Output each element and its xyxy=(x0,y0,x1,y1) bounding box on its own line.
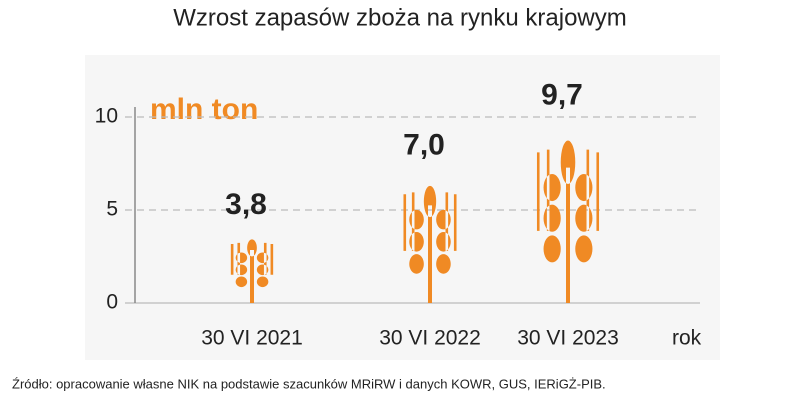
y-tick-label: 0 xyxy=(106,291,118,314)
y-tick-label: 5 xyxy=(106,198,118,221)
wheat-bar xyxy=(230,239,274,303)
x-tick-label: 30 VI 2022 xyxy=(379,327,481,350)
x-axis-label: rok xyxy=(672,327,702,350)
x-tick-label: 30 VI 2023 xyxy=(517,327,619,350)
value-label: 7,0 xyxy=(403,129,445,162)
value-label: 9,7 xyxy=(541,79,583,112)
wheat-bar xyxy=(403,185,457,303)
plot-background xyxy=(85,55,720,360)
y-tick-label: 10 xyxy=(95,105,118,128)
chart-title: Wzrost zapasów zboża na rynku krajowym xyxy=(173,4,627,31)
source-note: Źródło: opracowanie własne NIK na podsta… xyxy=(12,376,606,391)
wheat-bar xyxy=(536,140,600,303)
value-label: 3,8 xyxy=(225,188,267,221)
x-tick-label: 30 VI 2021 xyxy=(201,327,303,350)
unit-label: mln ton xyxy=(150,93,258,126)
